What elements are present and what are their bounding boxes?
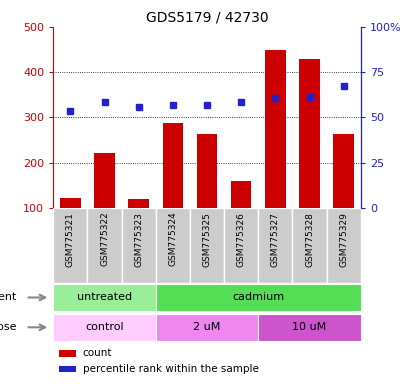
- Bar: [53, 314, 155, 341]
- Bar: [326, 208, 360, 283]
- Text: count: count: [82, 348, 112, 359]
- Bar: [155, 284, 360, 311]
- Bar: [59, 351, 76, 357]
- Bar: [53, 284, 155, 311]
- Bar: [224, 208, 258, 283]
- Bar: [59, 366, 76, 372]
- Bar: [53, 208, 87, 283]
- Bar: [265, 50, 285, 208]
- Bar: [155, 208, 189, 283]
- Text: agent: agent: [0, 293, 16, 303]
- Text: GSM775325: GSM775325: [202, 212, 211, 266]
- Bar: [230, 181, 251, 208]
- Text: untreated: untreated: [77, 293, 132, 303]
- Text: control: control: [85, 322, 124, 332]
- Bar: [121, 208, 155, 283]
- Text: GSM775323: GSM775323: [134, 212, 143, 266]
- Text: percentile rank within the sample: percentile rank within the sample: [82, 364, 258, 374]
- Text: GSM775327: GSM775327: [270, 212, 279, 266]
- Text: GSM775321: GSM775321: [66, 212, 75, 266]
- Bar: [258, 314, 360, 341]
- Text: cadmium: cadmium: [231, 293, 284, 303]
- Bar: [292, 208, 326, 283]
- Text: GSM775322: GSM775322: [100, 212, 109, 266]
- Text: 10 uM: 10 uM: [292, 322, 326, 332]
- Title: GDS5179 / 42730: GDS5179 / 42730: [145, 10, 268, 24]
- Bar: [155, 314, 258, 341]
- Bar: [196, 134, 217, 208]
- Text: GSM775329: GSM775329: [338, 212, 347, 266]
- Bar: [94, 153, 115, 208]
- Bar: [128, 199, 148, 208]
- Text: dose: dose: [0, 322, 16, 332]
- Text: GSM775328: GSM775328: [304, 212, 313, 266]
- Bar: [299, 59, 319, 208]
- Bar: [189, 208, 224, 283]
- Text: 2 uM: 2 uM: [193, 322, 220, 332]
- Bar: [162, 123, 183, 208]
- Text: GSM775324: GSM775324: [168, 212, 177, 266]
- Bar: [258, 208, 292, 283]
- Bar: [60, 198, 81, 208]
- Text: GSM775326: GSM775326: [236, 212, 245, 266]
- Bar: [87, 208, 121, 283]
- Bar: [333, 134, 353, 208]
